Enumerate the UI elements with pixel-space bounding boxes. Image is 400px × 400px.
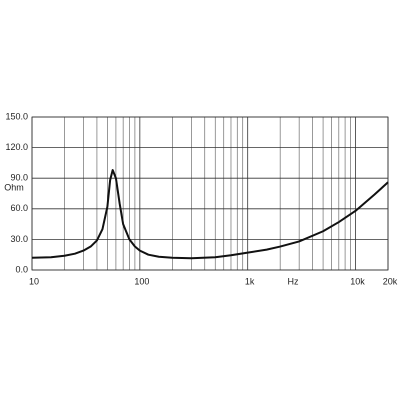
y-tick-label: 90.0 bbox=[10, 173, 28, 183]
x-tick-label: 20k bbox=[383, 276, 398, 286]
y-tick-label: 60.0 bbox=[10, 203, 28, 213]
y-axis-label: Ohm bbox=[4, 182, 24, 192]
plot-frame bbox=[31, 116, 389, 271]
y-tick-label: 30.0 bbox=[10, 234, 28, 244]
x-tick-label: 1k bbox=[245, 276, 255, 286]
y-tick-label: 120.0 bbox=[5, 142, 28, 152]
y-tick-label: 150.0 bbox=[5, 111, 28, 121]
x-tick-label: 10 bbox=[29, 276, 39, 286]
x-tick-label: 100 bbox=[134, 276, 149, 286]
x-axis-label: Hz bbox=[288, 276, 299, 286]
y-tick-label: 0.0 bbox=[15, 264, 28, 274]
x-tick-label: 10k bbox=[350, 276, 365, 286]
impedance-curve bbox=[31, 169, 389, 260]
